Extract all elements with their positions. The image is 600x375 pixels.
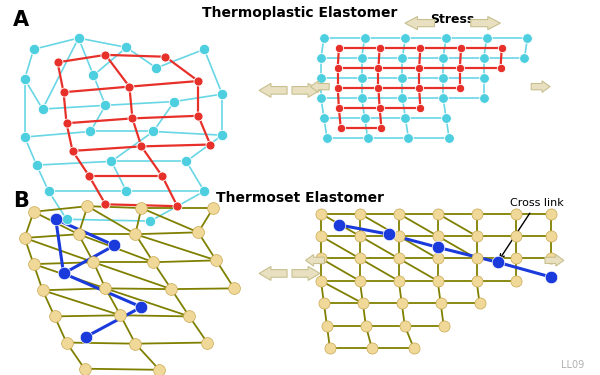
Polygon shape xyxy=(310,81,329,92)
Text: Thermoplastic Elastomer: Thermoplastic Elastomer xyxy=(202,6,398,20)
Text: B: B xyxy=(13,191,29,211)
Text: Stress: Stress xyxy=(431,13,475,26)
Text: Thermoset Elastomer: Thermoset Elastomer xyxy=(216,191,384,205)
Polygon shape xyxy=(259,267,287,280)
Polygon shape xyxy=(531,81,550,92)
Text: A: A xyxy=(13,10,29,30)
Polygon shape xyxy=(259,83,287,98)
Text: LL09: LL09 xyxy=(561,360,584,370)
Polygon shape xyxy=(305,255,325,266)
Polygon shape xyxy=(405,16,434,30)
Polygon shape xyxy=(292,83,320,98)
Polygon shape xyxy=(471,16,500,30)
Polygon shape xyxy=(292,267,320,280)
Polygon shape xyxy=(545,255,564,266)
Text: Cross link: Cross link xyxy=(500,198,563,259)
